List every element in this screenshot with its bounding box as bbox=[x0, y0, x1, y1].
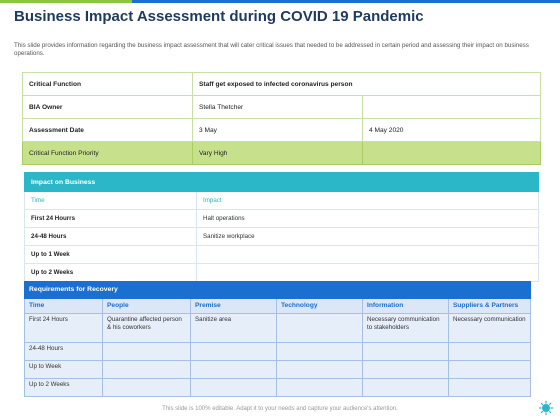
bia-value: Stella Thetcher bbox=[192, 95, 363, 119]
top-accent-bar bbox=[0, 0, 560, 3]
bia-value-2 bbox=[362, 141, 541, 165]
recovery-cell: Up to Week bbox=[24, 360, 103, 379]
recovery-cell bbox=[276, 313, 363, 343]
recovery-cell: Necessary communication to stakeholders bbox=[362, 313, 449, 343]
impact-table: Impact on Business Time Impact First 24 … bbox=[24, 172, 539, 282]
top-accent-green bbox=[0, 0, 132, 3]
recovery-cell bbox=[362, 378, 449, 397]
recovery-cell bbox=[276, 378, 363, 397]
virus-icon bbox=[539, 401, 553, 415]
recovery-cell: Up to 2 Weeks bbox=[24, 378, 103, 397]
recovery-cell bbox=[276, 360, 363, 379]
bia-value-2: 4 May 2020 bbox=[362, 118, 541, 142]
impact-time: Up to 2 Weeks bbox=[24, 263, 197, 282]
table-row: Up to 2 Weeks bbox=[24, 378, 531, 397]
bia-row-assessment-date: Assessment Date 3 May 4 May 2020 bbox=[22, 118, 541, 142]
bia-label: Assessment Date bbox=[22, 118, 193, 142]
bia-value: Vary High bbox=[192, 141, 363, 165]
bia-value-2 bbox=[362, 95, 541, 119]
recovery-cell bbox=[448, 342, 531, 361]
table-row: First 24 Hours Quarantine affected perso… bbox=[24, 313, 531, 343]
bia-value: Staff get exposed to infected coronaviru… bbox=[192, 72, 541, 96]
recovery-cell bbox=[362, 342, 449, 361]
recovery-cell bbox=[102, 378, 191, 397]
recovery-cell bbox=[276, 342, 363, 361]
recovery-cell bbox=[190, 342, 277, 361]
recovery-cell: Sanitize area bbox=[190, 313, 277, 343]
bia-label: Critical Function bbox=[22, 72, 193, 96]
recovery-cell bbox=[102, 360, 191, 379]
recovery-col-people: People bbox=[102, 298, 191, 314]
impact-time: 24-48 Hours bbox=[24, 227, 197, 246]
recovery-cell bbox=[102, 342, 191, 361]
impact-col-time: Time bbox=[24, 191, 197, 210]
table-row: First 24 Hourrs Halt operations bbox=[24, 209, 539, 228]
impact-value bbox=[196, 245, 539, 264]
bia-value: 3 May bbox=[192, 118, 363, 142]
impact-value: Sanitize workplace bbox=[196, 227, 539, 246]
impact-col-impact: Impact bbox=[196, 191, 539, 210]
recovery-cell bbox=[190, 378, 277, 397]
bia-table: Critical Function Staff get exposed to i… bbox=[22, 72, 541, 165]
recovery-col-time: Time bbox=[24, 298, 103, 314]
bia-row-critical-function: Critical Function Staff get exposed to i… bbox=[22, 72, 541, 96]
impact-time: Up to 1 Week bbox=[24, 245, 197, 264]
recovery-col-premise: Premise bbox=[190, 298, 277, 314]
recovery-col-technology: Technology bbox=[276, 298, 363, 314]
impact-heading-row: Impact on Business bbox=[24, 172, 539, 192]
recovery-cell bbox=[448, 378, 531, 397]
recovery-heading-row: Requirements for Recovery bbox=[24, 281, 531, 299]
recovery-cell bbox=[190, 360, 277, 379]
table-row: Up to 1 Week bbox=[24, 245, 539, 264]
table-row: Up to Week bbox=[24, 360, 531, 379]
recovery-cell: 24-48 Hours bbox=[24, 342, 103, 361]
page-title: Business Impact Assessment during COVID … bbox=[14, 8, 424, 25]
recovery-cell: Necessary communication bbox=[448, 313, 531, 343]
impact-value bbox=[196, 263, 539, 282]
bia-row-priority: Critical Function Priority Vary High bbox=[22, 141, 541, 165]
recovery-columns-row: Time People Premise Technology Informati… bbox=[24, 298, 531, 314]
recovery-col-suppliers: Suppliers & Partners bbox=[448, 298, 531, 314]
top-accent-blue bbox=[132, 0, 560, 3]
recovery-heading: Requirements for Recovery bbox=[24, 281, 531, 299]
bia-label: BIA Owner bbox=[22, 95, 193, 119]
table-row: 24-48 Hours bbox=[24, 342, 531, 361]
impact-heading: Impact on Business bbox=[24, 172, 539, 192]
table-row: 24-48 Hours Sanitize workplace bbox=[24, 227, 539, 246]
recovery-cell: First 24 Hours bbox=[24, 313, 103, 343]
impact-time: First 24 Hourrs bbox=[24, 209, 197, 228]
footer-note: This slide is 100% editable. Adapt it to… bbox=[162, 406, 398, 412]
table-row: Up to 2 Weeks bbox=[24, 263, 539, 282]
bia-label: Critical Function Priority bbox=[22, 141, 193, 165]
recovery-cell: Quarantine affected person & his coworke… bbox=[102, 313, 191, 343]
recovery-table: Requirements for Recovery Time People Pr… bbox=[24, 281, 531, 397]
recovery-cell bbox=[448, 360, 531, 379]
bia-row-owner: BIA Owner Stella Thetcher bbox=[22, 95, 541, 119]
impact-columns-row: Time Impact bbox=[24, 191, 539, 210]
page-description: This slide provides information regardin… bbox=[14, 42, 529, 57]
recovery-col-information: Information bbox=[362, 298, 449, 314]
recovery-cell bbox=[362, 360, 449, 379]
impact-value: Halt operations bbox=[196, 209, 539, 228]
